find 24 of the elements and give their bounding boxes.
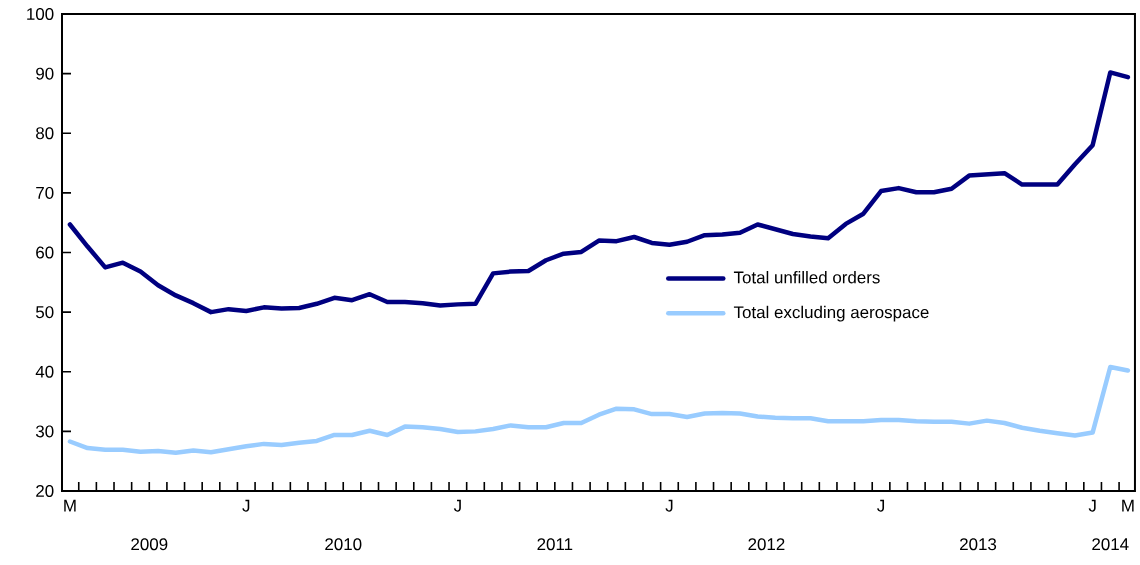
text: 2013 [960,538,997,551]
text: 2011 [537,538,573,551]
legend-label: Total excluding aerospace [733,305,929,322]
y-tick-label: 80 [36,127,54,140]
y-tick-label: 70 [36,186,54,199]
y-tick-label: 90 [36,67,54,80]
y-tick-label: 100 [27,8,54,20]
text: 2010 [325,538,362,551]
text: 2009 [131,538,168,551]
y-tick-label: 20 [36,485,54,497]
x-tick-label: J [242,499,250,512]
legend-label: Total unfilled orders [733,271,880,284]
x-tick-label: J [877,499,885,512]
text: 2012 [748,538,785,551]
y-tick-label: 50 [35,306,54,319]
x-tick-label: M [64,499,76,512]
x-tick-label: J [453,499,461,512]
text: 2014 [1092,538,1129,551]
y-tick-label: 40 [35,365,54,378]
y-tick-label: 30 [35,425,54,438]
x-tick-label: J [665,499,673,512]
y-tick-label: 60 [36,246,54,259]
x-tick-label: M [1122,499,1134,512]
x-tick-label: J [1088,499,1096,512]
